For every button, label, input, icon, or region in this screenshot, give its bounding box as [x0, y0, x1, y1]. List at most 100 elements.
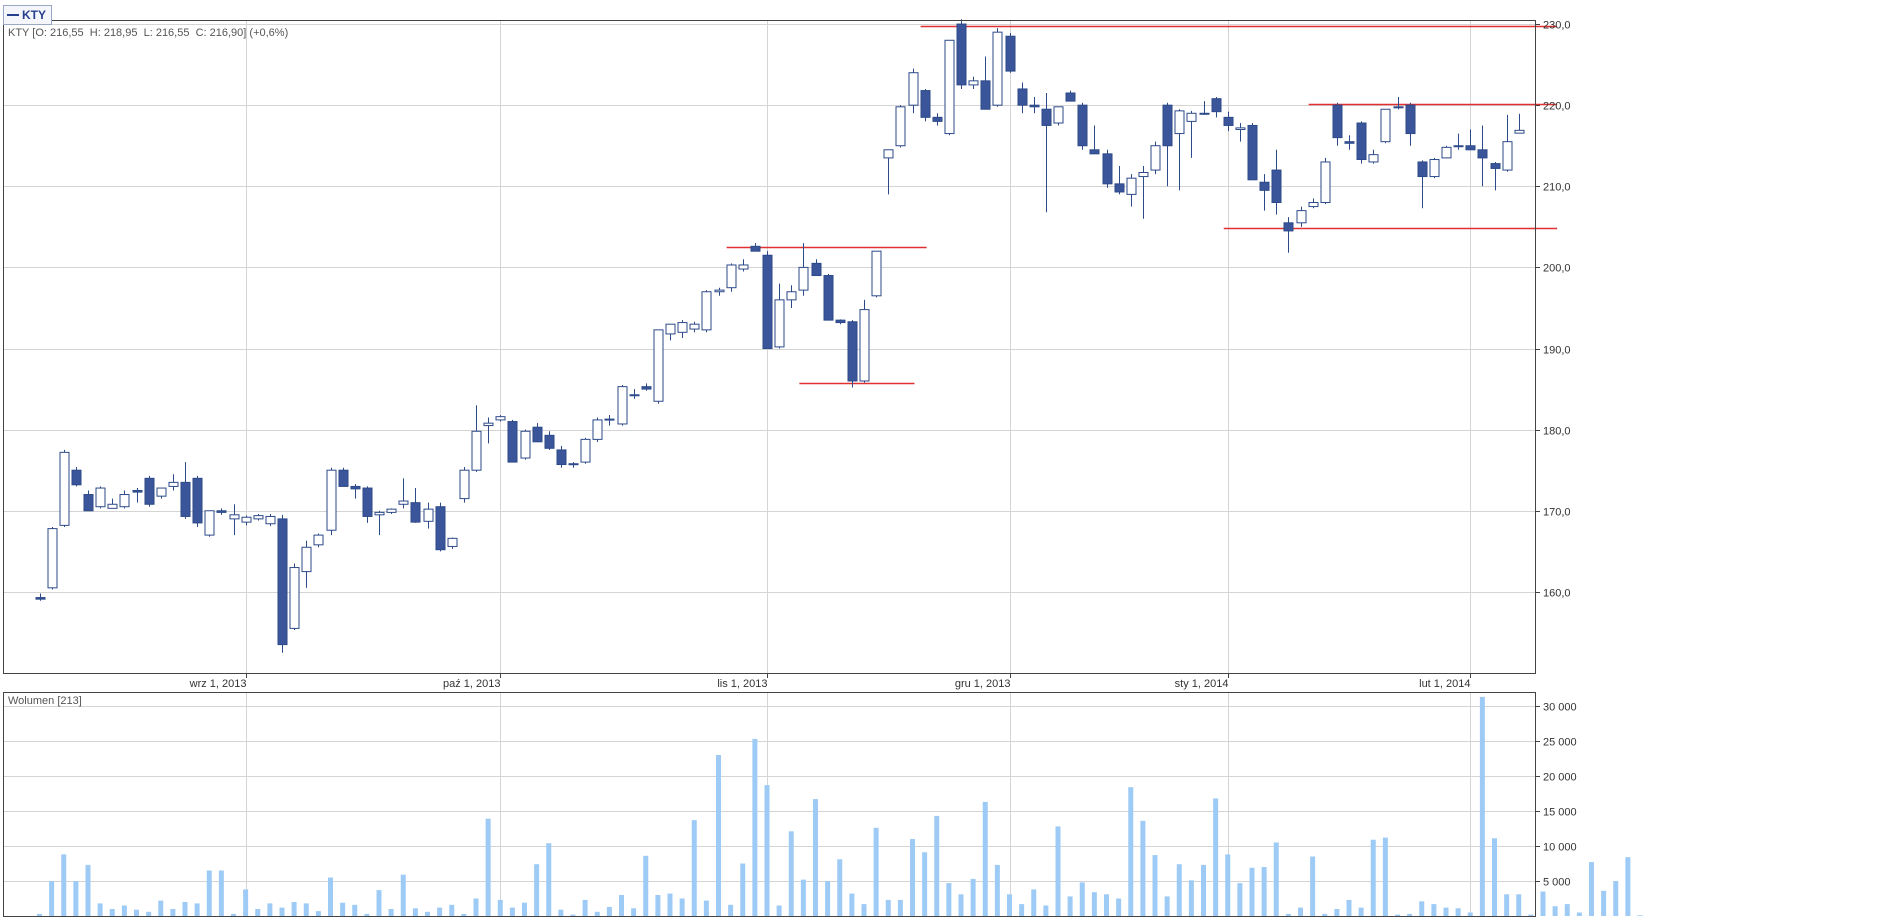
price-tick-label: 210,0	[1543, 182, 1571, 194]
candle	[811, 259, 822, 277]
volume-bar	[425, 911, 430, 916]
candle	[665, 323, 676, 341]
volume-bar	[982, 801, 988, 916]
volume-bar	[231, 913, 236, 916]
candle-body	[883, 149, 894, 159]
candle-body	[1089, 149, 1100, 155]
candle	[1089, 125, 1100, 155]
info-low: L: 216,55	[143, 27, 190, 39]
volume-bar	[61, 854, 67, 916]
candle	[908, 68, 919, 114]
candle-body	[1211, 98, 1222, 113]
candle	[895, 105, 906, 148]
candle	[847, 320, 858, 388]
volume-bar	[873, 827, 879, 916]
candle-body	[895, 106, 906, 147]
candle-body	[1138, 172, 1149, 178]
candle	[1271, 149, 1282, 215]
volume-bar	[49, 881, 55, 916]
volume-bar	[570, 914, 576, 916]
candle-body	[689, 323, 700, 330]
candle-body	[1441, 146, 1452, 159]
candle	[920, 88, 931, 122]
candle	[216, 508, 227, 515]
volume-bar	[37, 913, 42, 916]
candle	[871, 250, 882, 298]
date-tick-label: lut 1, 2014	[1419, 678, 1470, 690]
candle	[180, 462, 191, 519]
candle-body	[495, 416, 506, 421]
candle	[507, 419, 518, 463]
candle-body	[1308, 202, 1319, 208]
candle-body	[1126, 177, 1137, 195]
candle	[1490, 161, 1501, 191]
candle	[1174, 109, 1185, 191]
volume-bar	[1019, 904, 1025, 916]
volume-tick-label: 30 000	[1543, 702, 1577, 714]
candle	[1296, 206, 1307, 227]
volume-bar	[1431, 904, 1437, 916]
candle-body	[1102, 153, 1113, 185]
volume-bar	[291, 902, 297, 916]
volume-bar	[461, 913, 467, 916]
candle	[1393, 97, 1404, 110]
candle-body	[750, 245, 761, 252]
candle-body	[144, 477, 155, 505]
candle	[1235, 123, 1246, 142]
candle	[1477, 125, 1488, 187]
candle	[350, 483, 361, 499]
volume-bar	[1358, 907, 1364, 916]
candle	[641, 383, 652, 391]
candle	[1308, 198, 1319, 209]
candle	[1368, 149, 1379, 164]
candle	[617, 385, 628, 426]
candle-body	[544, 434, 555, 449]
candle	[83, 490, 94, 512]
candle-body	[471, 430, 482, 471]
candle-body	[447, 537, 458, 547]
candle-body	[95, 487, 106, 508]
candle-body	[1186, 112, 1197, 122]
volume-panel-frame	[3, 692, 1536, 917]
price-tick-label: 200,0	[1543, 263, 1571, 275]
volume-bar	[740, 863, 746, 916]
volume-bar	[170, 909, 176, 916]
candle-body	[301, 546, 312, 573]
volume-bar	[315, 911, 321, 916]
volume-bar	[522, 902, 527, 916]
candle-body	[1380, 108, 1391, 143]
volume-bar	[73, 881, 79, 916]
candle	[1429, 157, 1440, 179]
candle-body	[520, 430, 531, 459]
volume-bar	[728, 904, 734, 916]
candle-body	[956, 23, 967, 86]
volume-bar	[703, 900, 709, 916]
candle-body	[1223, 116, 1234, 126]
candle	[289, 563, 300, 631]
volume-bar	[1443, 907, 1449, 916]
candle	[1162, 102, 1173, 187]
volume-bar	[1637, 915, 1643, 916]
volume-bar	[243, 889, 249, 916]
candle-body	[1259, 181, 1270, 191]
candle-body	[798, 266, 809, 291]
date-axis-labels: wrz 1, 2013 paź 1, 2013 lis 1, 2013 gru 1, …	[189, 673, 1471, 690]
price-axis-labels: 160,0 170,0 180,0 190,0 200,0 210,0 220,0 230,0	[1535, 20, 1571, 600]
volume-bar	[1116, 898, 1122, 916]
volume-bar	[206, 870, 212, 916]
volume-bar	[1395, 914, 1400, 916]
candle	[1332, 102, 1343, 146]
candle	[1065, 90, 1076, 102]
candle	[35, 593, 46, 601]
candle	[398, 478, 409, 509]
candle	[1405, 102, 1416, 146]
volume-bar	[752, 738, 758, 916]
volume-bar	[109, 909, 115, 916]
candle-body	[423, 508, 434, 522]
volume-bar	[182, 902, 188, 916]
candle-body	[229, 514, 240, 520]
price-tick-label: 170,0	[1543, 507, 1571, 519]
legend-ticker-button[interactable]: KTY	[3, 5, 52, 25]
volume-bar	[340, 902, 346, 916]
volume-bar	[1467, 912, 1473, 916]
